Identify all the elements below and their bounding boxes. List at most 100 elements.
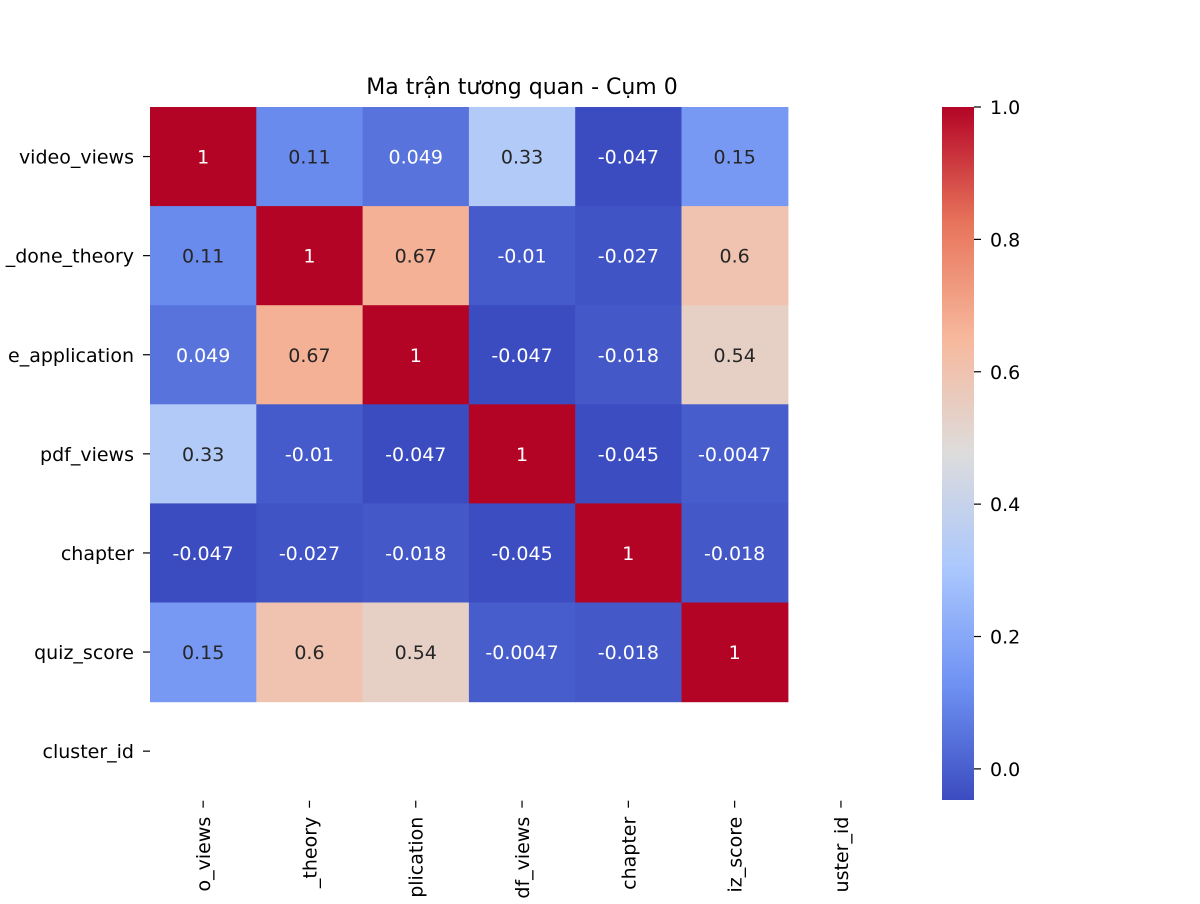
heatmap-cell [362,503,470,604]
colorbar-gradient [942,107,974,800]
heatmap-cell [468,206,576,306]
y-tick-label: chapter [61,543,134,565]
x-tick-label: chapter [618,817,640,890]
heatmap-cell [256,503,364,604]
heatmap-cell [150,602,257,703]
heatmap-cell [256,602,364,703]
heatmap-cell [150,305,257,405]
colorbar: 0.0 0.2 0.4 0.6 0.8 1.0 [942,97,1020,800]
x-tick-label: o_views [193,817,215,892]
x-tick-label: plication [406,817,428,898]
cell-value-label: -0.045 [491,543,552,565]
colorbar-tick-label: 0.6 [990,362,1020,384]
cell-value-label: -0.018 [598,642,659,664]
cell-value-label: 0.54 [395,642,437,664]
cell-value-label: 0.049 [389,147,443,169]
x-tick-label: iz_score [725,817,747,893]
cell-value-label: 1 [197,147,209,169]
cell-value-label: -0.01 [285,444,334,466]
cell-value-label: 0.11 [288,147,330,169]
heatmap-cell [681,503,789,604]
x-tick-label: df_views [512,817,534,899]
heatmap-cell [362,602,470,703]
heatmap-cell [681,305,789,405]
cell-value-label: 1 [410,345,422,367]
heatmap-cell [681,107,789,207]
heatmap-cell [468,107,576,207]
heatmap-cell [681,602,789,703]
heatmap-cell [575,107,683,207]
cell-value-label: -0.018 [704,543,765,565]
heatmap-cell [468,602,576,703]
heatmap-cell [256,206,364,306]
cell-value-label: -0.018 [385,543,446,565]
heatmap-cell [362,404,470,504]
cell-value-label: -0.047 [598,147,659,169]
cell-value-label: 0.15 [713,147,755,169]
heatmap-cell [575,503,683,604]
cell-value-label: -0.0047 [698,444,771,466]
heatmap-cell [681,206,789,306]
heatmap-cells [150,107,789,703]
x-tick-label: uster_id [831,817,853,893]
colorbar-tick-label: 0.0 [990,759,1020,781]
y-axis: video_views _done_theory e_application pdf_… [5,147,150,763]
cell-value-label: 0.33 [182,444,224,466]
heatmap-cell [256,404,364,504]
y-tick-label: cluster_id [43,741,134,763]
x-tick-label: _theory [299,817,321,889]
cell-value-label: -0.027 [279,543,340,565]
cell-value-label: 0.15 [182,642,224,664]
heatmap-cell [256,305,364,405]
heatmap-cell [575,602,683,703]
heatmap-cell [150,206,257,306]
y-tick-label: e_application [8,345,134,367]
y-tick-label: _done_theory [5,246,134,268]
heatmap-cell [150,404,257,504]
y-tick-label: pdf_views [40,444,134,466]
colorbar-tick-label: 1.0 [990,97,1020,119]
cell-value-label: 0.33 [501,147,543,169]
cell-value-label: 1 [516,444,528,466]
heatmap-cell [150,107,257,207]
cell-value-label: 0.67 [288,345,330,367]
cell-value-label: -0.047 [385,444,446,466]
heatmap-cell [256,107,364,207]
cell-value-label: 0.6 [720,246,750,268]
heatmap-cell [150,503,257,604]
x-axis: o_views _theory plication df_views chapter iz… [193,800,853,899]
cell-value-label: 0.049 [176,345,230,367]
heatmap-cell [362,107,470,207]
heatmap-cell [575,305,683,405]
cell-value-label: 0.11 [182,246,224,268]
y-tick-label: quiz_score [34,642,134,664]
cell-value-label: 0.54 [713,345,755,367]
colorbar-tick-label: 0.4 [990,494,1020,516]
heatmap-cell [468,503,576,604]
heatmap-cell [575,404,683,504]
cell-value-label: -0.047 [491,345,552,367]
cell-value-label: 0.6 [294,642,324,664]
cell-value-label: -0.047 [173,543,234,565]
cell-value-label: -0.01 [497,246,546,268]
cell-value-label: 1 [729,642,741,664]
y-tick-label: video_views [19,147,134,169]
cell-value-label: -0.045 [598,444,659,466]
chart-title: Ma trận tương quan - Cụm 0 [366,75,677,100]
cell-value-label: 1 [303,246,315,268]
heatmap-cell [362,305,470,405]
heatmap-cell [362,206,470,306]
colorbar-tick-label: 0.2 [990,627,1020,649]
heatmap-cell [575,206,683,306]
cell-value-label: -0.027 [598,246,659,268]
cell-value-label: 0.67 [395,246,437,268]
colorbar-tick-label: 0.8 [990,229,1020,251]
cell-value-label: -0.0047 [485,642,558,664]
heatmap-cell [681,404,789,504]
cell-value-label: -0.018 [598,345,659,367]
heatmap-cell [468,305,576,405]
heatmap-cell [468,404,576,504]
cell-value-label: 1 [622,543,634,565]
